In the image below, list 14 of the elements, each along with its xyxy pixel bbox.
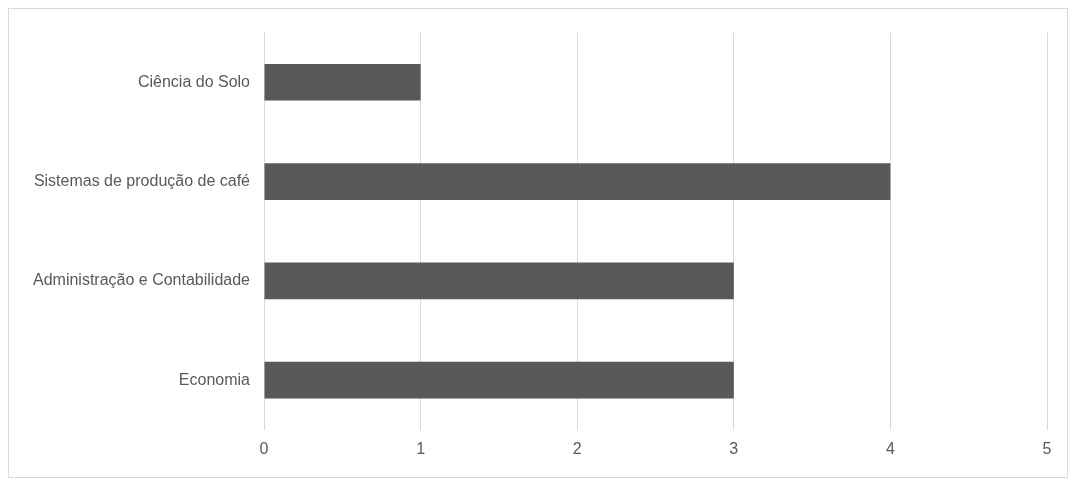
x-tick-label: 1 [416,439,426,457]
bar [264,163,891,200]
y-tick-label: Sistemas de produção de café [33,171,251,189]
x-tick-label: 5 [1042,439,1052,457]
x-tick-label: 4 [885,439,895,457]
y-tick-label: Administração e Contabilidade [33,271,251,289]
x-tick-label: 2 [572,439,582,457]
y-tick-label: Ciência do Solo [137,72,251,90]
bar [264,262,734,300]
bar [264,63,421,101]
bar [264,361,734,399]
y-tick-label: Economia [178,370,251,388]
x-tick-label: 3 [729,439,739,457]
x-tick-label: 0 [259,439,269,457]
